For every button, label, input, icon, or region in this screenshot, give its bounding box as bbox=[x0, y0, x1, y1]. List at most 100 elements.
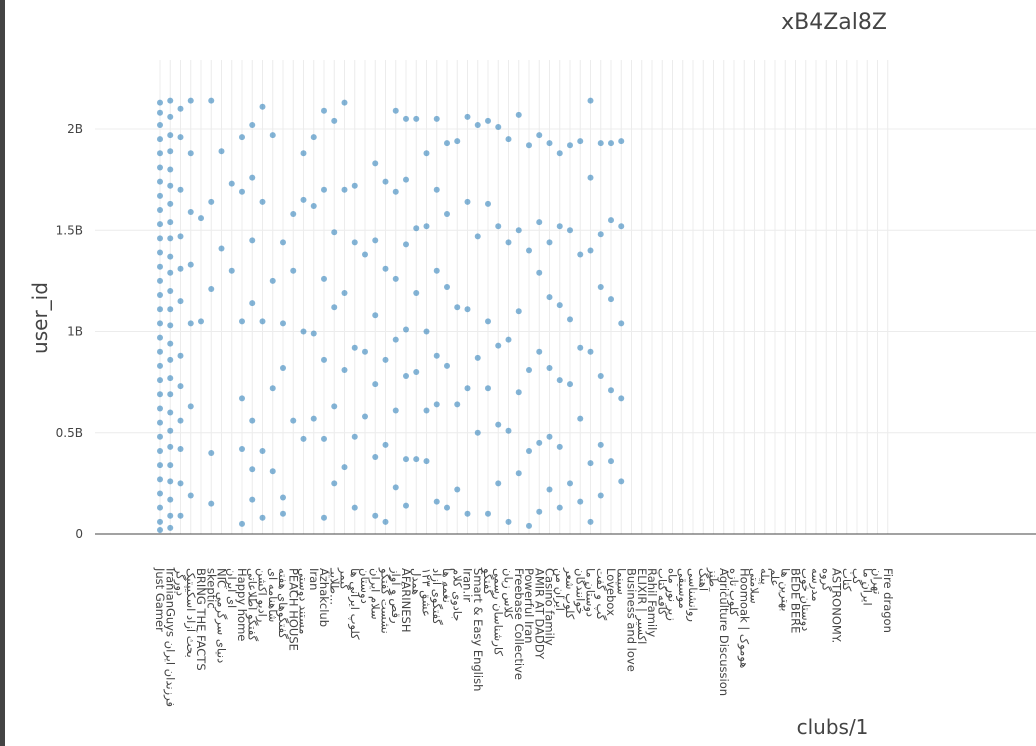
data-point bbox=[618, 320, 625, 327]
x-category-label: BEDE BERE bbox=[789, 568, 803, 633]
x-category-label: دوستان خوب bbox=[798, 568, 813, 631]
x-category-label: کافه کتاب bbox=[655, 568, 669, 616]
data-point bbox=[280, 239, 286, 246]
data-point bbox=[618, 478, 625, 485]
data-point bbox=[382, 441, 389, 448]
data-point bbox=[157, 136, 163, 143]
x-category-label: موسیقی bbox=[675, 568, 690, 609]
data-point bbox=[310, 134, 317, 141]
x-category-label: ای ایران bbox=[224, 568, 239, 608]
data-point bbox=[157, 377, 163, 384]
data-point bbox=[167, 306, 174, 313]
data-point bbox=[167, 478, 174, 485]
data-point bbox=[444, 140, 450, 147]
data-point bbox=[546, 364, 553, 371]
data-point bbox=[228, 180, 235, 187]
data-point bbox=[587, 97, 594, 104]
x-category-label: BRING THE FACTS bbox=[194, 568, 208, 671]
data-point bbox=[269, 277, 276, 284]
data-point bbox=[546, 433, 553, 440]
data-point bbox=[177, 265, 184, 272]
data-point bbox=[392, 407, 399, 414]
x-category-label: گفتگوی آزاد bbox=[429, 568, 444, 625]
y-tick-label: 1B bbox=[67, 325, 83, 339]
x-category-label: سلامتی bbox=[748, 568, 762, 604]
x-category-label: ایران ما bbox=[859, 568, 874, 606]
x-category-label: skeptic bbox=[204, 568, 218, 609]
x-category-label: Casino family bbox=[543, 568, 557, 646]
x-category-label: Happy home bbox=[235, 568, 249, 641]
x-category-label: AMIR AT DADDY bbox=[532, 568, 546, 660]
data-point bbox=[228, 267, 235, 274]
data-point bbox=[187, 97, 194, 104]
data-point bbox=[372, 237, 379, 244]
data-point bbox=[280, 494, 286, 501]
x-category-label: AFARINESH bbox=[399, 568, 413, 633]
data-point bbox=[403, 115, 409, 122]
data-point bbox=[187, 261, 194, 268]
x-category-label: Smart & Easy English bbox=[471, 568, 485, 691]
data-point bbox=[187, 150, 194, 157]
data-point bbox=[464, 113, 471, 120]
data-point bbox=[157, 391, 163, 398]
data-point bbox=[608, 140, 614, 147]
data-point bbox=[157, 99, 163, 106]
y-tick-labels: 0 0.5B 1B 1.5B 2B bbox=[56, 122, 83, 541]
data-point bbox=[577, 344, 584, 351]
data-point bbox=[187, 492, 194, 499]
data-point bbox=[392, 336, 399, 343]
data-point bbox=[321, 275, 327, 282]
data-point bbox=[167, 253, 174, 260]
data-point bbox=[157, 150, 163, 157]
data-point bbox=[587, 348, 594, 355]
data-point bbox=[269, 468, 276, 475]
data-point bbox=[464, 306, 471, 313]
x-category-label: Iran bbox=[307, 568, 321, 590]
data-point bbox=[485, 200, 491, 207]
data-point bbox=[259, 318, 266, 325]
data-point bbox=[495, 123, 502, 130]
x-category-label: ۱۲۳ عشق bbox=[419, 568, 434, 617]
x-category-label: کتاب bbox=[840, 568, 854, 592]
data-point bbox=[157, 178, 163, 185]
data-point bbox=[177, 512, 184, 519]
data-point bbox=[372, 160, 379, 167]
data-point bbox=[433, 115, 440, 122]
data-point bbox=[177, 383, 184, 390]
data-point bbox=[587, 247, 594, 254]
data-point bbox=[321, 514, 327, 521]
data-point bbox=[167, 113, 174, 120]
data-point bbox=[556, 443, 563, 450]
data-point bbox=[187, 209, 194, 216]
y-tick-label: 0 bbox=[75, 527, 83, 541]
x-category-label: گفتگوهای هفته bbox=[275, 568, 290, 639]
data-point bbox=[444, 504, 450, 511]
data-point bbox=[362, 348, 368, 355]
data-point bbox=[187, 403, 194, 410]
data-point bbox=[167, 496, 174, 503]
data-point bbox=[577, 138, 584, 145]
data-point bbox=[177, 105, 184, 112]
data-point bbox=[403, 502, 409, 509]
data-point bbox=[351, 504, 358, 511]
x-category-label: Hoomoak | هوموک bbox=[736, 568, 751, 668]
x-category-label: گفتگو bbox=[480, 567, 495, 596]
data-point bbox=[505, 518, 512, 525]
data-point bbox=[269, 132, 276, 139]
x-category-label: گفتگو اطلاعاتی bbox=[244, 568, 259, 642]
data-point bbox=[403, 326, 409, 333]
data-point bbox=[239, 134, 245, 141]
data-point bbox=[351, 433, 358, 440]
data-point bbox=[382, 265, 389, 272]
data-point bbox=[433, 267, 440, 274]
data-point bbox=[157, 476, 163, 483]
data-point bbox=[331, 403, 338, 410]
data-point bbox=[157, 419, 163, 426]
data-point bbox=[464, 385, 471, 392]
data-point bbox=[167, 166, 174, 173]
data-point bbox=[454, 401, 461, 408]
data-point bbox=[505, 427, 512, 434]
data-point bbox=[167, 443, 174, 450]
data-point bbox=[608, 296, 614, 303]
data-point bbox=[177, 233, 184, 240]
